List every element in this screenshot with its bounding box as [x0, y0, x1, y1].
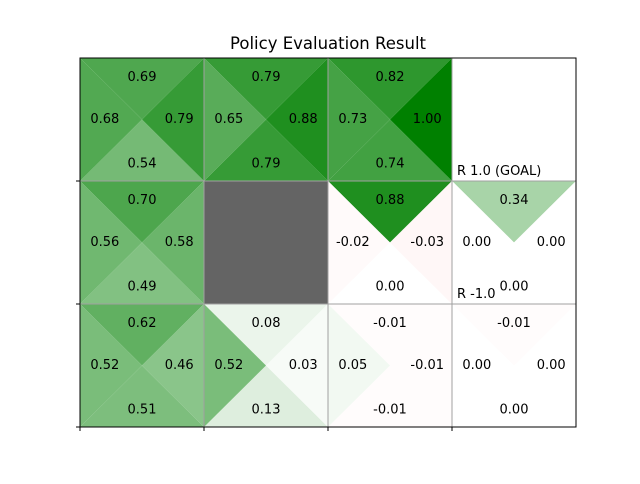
reward-label: R 1.0 (GOAL): [457, 164, 541, 179]
action-value-left-label: 0.68: [90, 112, 119, 127]
action-value-left-label: 0.56: [90, 235, 119, 250]
action-value-right-triangle: [390, 304, 452, 427]
axes-frame: [76, 57, 577, 431]
action-value-down-triangle: [80, 365, 204, 427]
action-value-up-triangle: [80, 181, 204, 243]
action-value-left-label: -0.02: [336, 235, 370, 250]
action-value-left-triangle: [328, 58, 390, 181]
action-value-left-triangle: [328, 181, 390, 304]
action-value-left-label: 0.05: [338, 358, 367, 373]
action-value-down-triangle: [204, 119, 328, 181]
action-value-right-triangle: [266, 58, 328, 181]
grid-lines: [80, 58, 576, 427]
chart-title: Policy Evaluation Result: [230, 34, 427, 53]
action-value-down-triangle: [204, 365, 328, 427]
grid-cells: [80, 58, 576, 427]
action-value-right-triangle: [142, 181, 204, 304]
action-value-up-triangle: [80, 304, 204, 366]
reward-label: R -1.0: [457, 287, 496, 302]
action-value-right-label: -0.01: [410, 358, 444, 373]
action-value-up-label: 0.34: [500, 193, 529, 208]
action-value-right-triangle: [142, 304, 204, 427]
action-value-up-label: -0.01: [497, 316, 531, 331]
action-value-down-triangle: [452, 365, 576, 427]
action-value-left-label: 0.52: [214, 358, 243, 373]
action-value-down-label: 0.54: [128, 156, 157, 171]
action-value-left-triangle: [80, 304, 142, 427]
action-value-up-label: 0.82: [376, 70, 405, 85]
action-value-down-label: -0.01: [373, 402, 407, 417]
action-value-right-triangle: [266, 304, 328, 427]
action-value-left-label: 0.65: [214, 112, 243, 127]
action-value-up-triangle: [328, 304, 452, 366]
terminal-cell: [452, 58, 576, 181]
action-value-left-triangle: [328, 304, 390, 427]
action-value-down-label: 0.51: [128, 402, 157, 417]
action-value-right-label: 0.46: [165, 358, 194, 373]
action-value-up-label: 0.79: [252, 70, 281, 85]
action-value-left-triangle: [452, 304, 514, 427]
action-value-down-label: 0.13: [252, 402, 281, 417]
action-value-right-label: 0.00: [537, 358, 566, 373]
action-value-down-triangle: [80, 242, 204, 304]
action-value-right-triangle: [514, 304, 576, 427]
action-value-down-label: 0.00: [500, 279, 529, 294]
action-value-up-triangle: [328, 58, 452, 120]
action-value-up-label: 0.62: [128, 316, 157, 331]
action-value-left-triangle: [452, 181, 514, 304]
action-value-right-triangle: [390, 181, 452, 304]
action-value-down-label: 0.79: [252, 156, 281, 171]
action-value-right-label: 1.00: [413, 112, 442, 127]
action-value-right-triangle: [142, 58, 204, 181]
action-value-up-triangle: [204, 304, 328, 366]
action-value-up-label: 0.70: [128, 193, 157, 208]
action-value-down-triangle: [452, 242, 576, 304]
action-value-up-triangle: [328, 181, 452, 243]
action-value-left-triangle: [204, 304, 266, 427]
reward-labels: R 1.0 (GOAL) R -1.0: [457, 164, 541, 302]
action-value-left-triangle: [80, 181, 142, 304]
action-value-left-label: 0.52: [90, 358, 119, 373]
action-value-left-label: 0.73: [338, 112, 367, 127]
action-value-up-triangle: [452, 181, 576, 243]
action-value-up-triangle: [452, 304, 576, 366]
action-value-right-label: -0.03: [410, 235, 444, 250]
value-labels: 0.69 0.54 0.68 0.79 0.79 0.79 0.65 0.88 0.82 0.74…: [90, 70, 565, 417]
action-value-right-label: 0.88: [289, 112, 318, 127]
action-value-up-triangle: [204, 58, 328, 120]
action-value-right-label: 0.79: [165, 112, 194, 127]
action-value-left-triangle: [80, 58, 142, 181]
action-value-left-label: 0.00: [462, 358, 491, 373]
action-value-down-label: 0.49: [128, 279, 157, 294]
action-value-down-triangle: [328, 365, 452, 427]
action-value-right-label: 0.58: [165, 235, 194, 250]
action-value-down-label: 0.74: [376, 156, 405, 171]
action-value-right-triangle: [390, 58, 452, 181]
action-value-down-label: 0.00: [376, 279, 405, 294]
action-value-right-label: 0.00: [537, 235, 566, 250]
action-value-up-label: 0.69: [128, 70, 157, 85]
action-value-left-label: 0.00: [462, 235, 491, 250]
action-value-up-label: -0.01: [373, 316, 407, 331]
action-value-up-label: 0.08: [252, 316, 281, 331]
wall-cell: [204, 181, 328, 304]
action-value-up-label: 0.88: [376, 193, 405, 208]
action-value-down-label: 0.00: [500, 402, 529, 417]
action-value-left-triangle: [204, 58, 266, 181]
action-value-down-triangle: [328, 242, 452, 304]
action-value-down-triangle: [328, 119, 452, 181]
action-value-down-triangle: [80, 119, 204, 181]
action-value-right-triangle: [514, 181, 576, 304]
action-value-up-triangle: [80, 58, 204, 120]
action-value-right-label: 0.03: [289, 358, 318, 373]
